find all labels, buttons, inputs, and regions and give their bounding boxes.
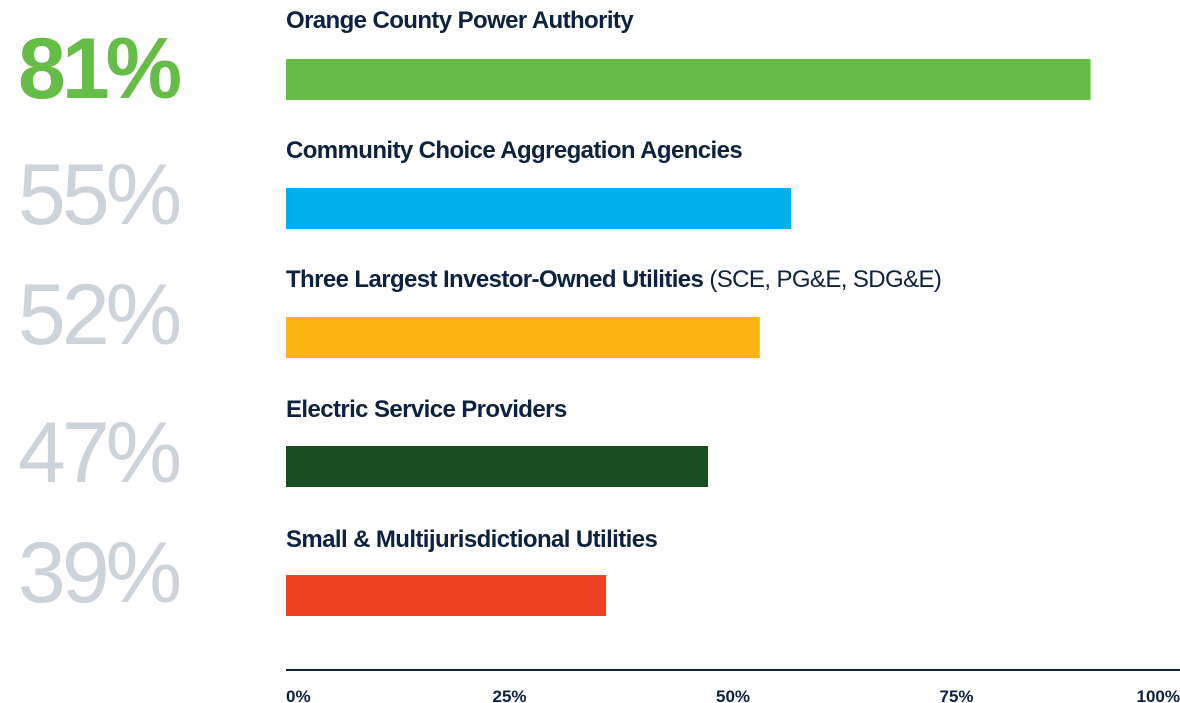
category-label-text: Electric Service Providers: [286, 396, 567, 423]
bar: [286, 317, 760, 358]
value-label: 81%: [18, 21, 182, 117]
bar: [286, 446, 708, 487]
category-label-text: Community Choice Aggregation Agencies: [286, 137, 743, 164]
x-tick-label: 75%: [939, 687, 973, 703]
x-tick-label: 0%: [286, 687, 311, 703]
x-tick-label: 25%: [492, 687, 526, 703]
value-label: 47%: [18, 405, 182, 501]
category-label: Small & Multijurisdictional Utilities: [286, 526, 658, 554]
bar: [286, 575, 607, 616]
x-tick-label: 50%: [716, 687, 750, 703]
value-label: 39%: [18, 525, 182, 621]
bar: [286, 188, 792, 229]
category-label-note: (SCE, PG&E, SDG&E): [703, 266, 942, 293]
value-label: 55%: [18, 147, 182, 243]
category-label-text: Orange County Power Authority: [286, 7, 634, 34]
category-label-text: Small & Multijurisdictional Utilities: [286, 526, 658, 553]
x-axis-ticks: 0% 25% 50% 75% 100%: [286, 687, 1180, 703]
bars-group: [286, 59, 1091, 616]
x-tick-label: 100%: [1137, 687, 1180, 703]
bar: [286, 59, 1091, 100]
category-label: Electric Service Providers: [286, 396, 567, 424]
category-label: Community Choice Aggregation Agencies: [286, 137, 743, 165]
category-label: Three Largest Investor-Owned Utilities (…: [286, 266, 942, 294]
category-label: Orange County Power Authority: [286, 7, 634, 35]
value-label: 52%: [18, 267, 182, 363]
category-label-text: Three Largest Investor-Owned Utilities: [286, 266, 704, 293]
